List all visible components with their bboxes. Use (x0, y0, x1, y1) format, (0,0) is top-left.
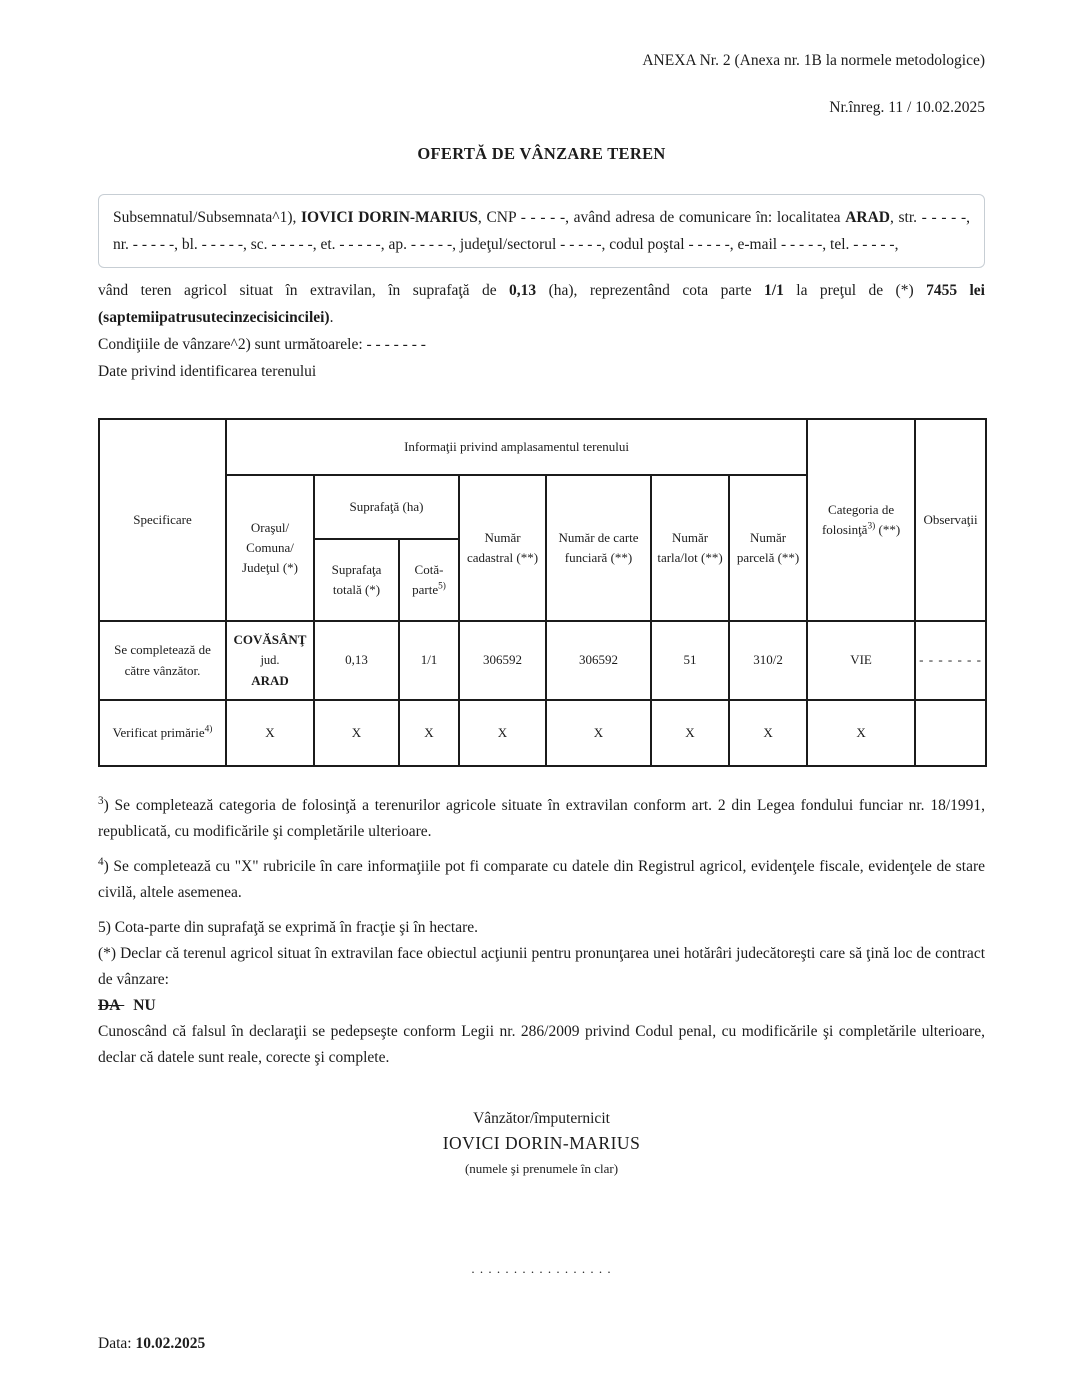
land-area: 0,13 (509, 282, 537, 299)
seller-data-row: Se completează de către vânzător. COVĂSÂ… (98, 620, 988, 701)
footnote-4: 4) Se completează cu "X" rubricile în ca… (98, 854, 985, 906)
cell-categoria: VIE (806, 620, 917, 701)
footnote-3-sup: 3 (98, 794, 104, 807)
footnote-4-text: ) Se completează cu "X" rubricile în car… (98, 858, 985, 901)
cell-parcela: 310/2 (727, 620, 809, 701)
verify-mark: X (727, 699, 809, 767)
col-observatii: Observaţii (914, 418, 988, 622)
table-header-row: Oraşul/ Comuna/ Judeţul (*) Suprafaţă (h… (99, 474, 986, 622)
row-label-verificat-text: Verificat primărie (112, 724, 205, 740)
sale-terms: vând teren agricol situat în extravilan,… (98, 277, 985, 385)
annex-note: ANEXA Nr. 2 (Anexa nr. 1B la normele met… (642, 52, 985, 69)
col-cota-parte-sup: 5) (438, 581, 446, 592)
col-carte-funciara: Număr de carte funciară (**) (545, 474, 652, 622)
signature-name: IOVICI DORIN-MARIUS (442, 1133, 641, 1153)
col-oras: Oraşul/ Comuna/ Judeţul (*) (225, 474, 315, 622)
document-title: OFERTĂ DE VÂNZARE TEREN (417, 144, 666, 163)
col-categoria-suffix: (**) (875, 522, 901, 537)
sale-conditions: Condiţiile de vânzare^2) sunt următoarel… (98, 336, 426, 353)
sale-paragraph: vând teren agricol situat în extravilan,… (98, 277, 985, 331)
col-tarla: Număr tarla/lot (**) (650, 474, 730, 622)
col-cadastral: Număr cadastral (**) (458, 474, 547, 622)
sale-text: (ha), reprezentând cota parte (536, 282, 765, 299)
cell-cota: 1/1 (398, 620, 460, 701)
signature-block: Vânzător/împuternicit IOVICI DORIN-MARIU… (98, 1106, 985, 1181)
locality-name: COVĂSÂNŢ (233, 632, 307, 648)
col-cota-parte-label: Cotă- parte (412, 561, 444, 597)
seller-name: IOVICI DORIN-MARIUS (301, 209, 478, 226)
party-text: Subsemnatul/Subsemnata^1), (113, 209, 302, 226)
signature-note: (numele şi prenumele în clar) (464, 1161, 619, 1176)
verify-mark: X (313, 699, 400, 767)
row-label-verificat-sup: 4) (204, 724, 213, 735)
verify-data-row: Verificat primărie4) X X X X X X X X (98, 699, 988, 767)
party-box: Subsemnatul/Subsemnata^1), IOVICI DORIN-… (98, 194, 985, 268)
party-text: , CNP - - - - -, având adresa de comunic… (477, 209, 846, 226)
table-header-row: Specificare Informaţii privind amplasame… (98, 418, 988, 622)
col-categoria-sup: 3) (867, 521, 876, 532)
col-specificare: Specificare (98, 418, 227, 622)
land-data-heading: Date privind identificarea terenului (98, 363, 317, 380)
cell-carte-funciara: 306592 (545, 620, 652, 701)
verify-mark: X (650, 699, 730, 767)
col-cota-parte: Cotă- parte5) (398, 538, 460, 622)
seller-locality: ARAD (845, 209, 890, 226)
cell-observatii: - - - - - - - (914, 620, 988, 701)
date-value: 10.02.2025 (135, 1335, 206, 1352)
verify-mark: X (225, 699, 315, 767)
footnote-5: 5) Cota-parte din suprafaţă se exprimă î… (98, 919, 479, 936)
da-nu-choice: DA NU (98, 993, 985, 1019)
dotted-signature-line: . . . . . . . . . . . . . . . . . (471, 1261, 612, 1276)
col-suprafata-totala: Suprafaţa totală (*) (313, 538, 400, 622)
row-label-seller: Se completează de către vânzător. (98, 620, 227, 701)
footnotes-section: 3) Se completează categoria de folosinţă… (98, 793, 985, 1071)
cell-suprafata: 0,13 (313, 620, 400, 701)
price: 7455 lei (926, 282, 985, 299)
quota-share: 1/1 (764, 282, 784, 299)
date-label: Data: (98, 1335, 136, 1352)
signature-role: Vânzător/împuternicit (473, 1110, 610, 1127)
col-group-info: Informaţii privind amplasamentul terenul… (224, 418, 809, 476)
footnote-4-sup: 4 (98, 855, 104, 868)
verify-mark: X (458, 699, 547, 767)
county-prefix: jud. (260, 653, 280, 668)
da-option-struck: DA (98, 997, 125, 1014)
col-categoria-label: Categoria de folosinţă (821, 501, 895, 537)
nu-option: NU (133, 997, 156, 1014)
sale-text: . (329, 309, 334, 326)
party-text: , str. - - - - -, nr. - - - - -, bl. - -… (113, 209, 971, 253)
col-group-suprafata: Suprafaţă (ha) (313, 474, 460, 540)
verify-mark: X (398, 699, 460, 767)
cell-locality: COVĂSÂNŢ jud. ARAD (225, 620, 315, 701)
sale-text: la preţul de (*) (783, 282, 927, 299)
col-parcela: Număr parcelă (**) (727, 474, 809, 622)
footnote-3-text: ) Se completează categoria de folosinţă … (98, 797, 985, 840)
declaration-paragraph: (*) Declar că terenul agricol situat în … (98, 945, 985, 988)
row-label-verificat: Verificat primărie4) (98, 699, 227, 767)
price-in-words: (saptemiipatrusutecinzecisicincilei) (98, 309, 330, 326)
cell-cadastral: 306592 (458, 620, 547, 701)
cell-tarla: 51 (650, 620, 730, 701)
table-header-row: Suprafaţa totală (*) Cotă- parte5) (99, 538, 986, 622)
land-identification-table: Specificare Informaţii privind amplasame… (98, 418, 988, 767)
verify-mark: X (545, 699, 652, 767)
county-name: ARAD (251, 672, 289, 688)
footnote-3: 3) Se completează categoria de folosinţă… (98, 793, 985, 845)
date-line: Data: 10.02.2025 (98, 1335, 985, 1353)
penal-paragraph: Cunoscând că falsul în declaraţii se ped… (98, 1023, 985, 1066)
sale-text: vând teren agricol situat în extravilan,… (98, 282, 510, 299)
registration-number: Nr.înreg. 11 / 10.02.2025 (829, 99, 985, 116)
col-suprafata-totala-label: Suprafaţa totală (*) (331, 561, 382, 597)
col-categoria: Categoria de folosinţă3) (**) (806, 418, 917, 622)
verify-observatii-empty (914, 699, 988, 767)
verify-mark: X (806, 699, 917, 767)
